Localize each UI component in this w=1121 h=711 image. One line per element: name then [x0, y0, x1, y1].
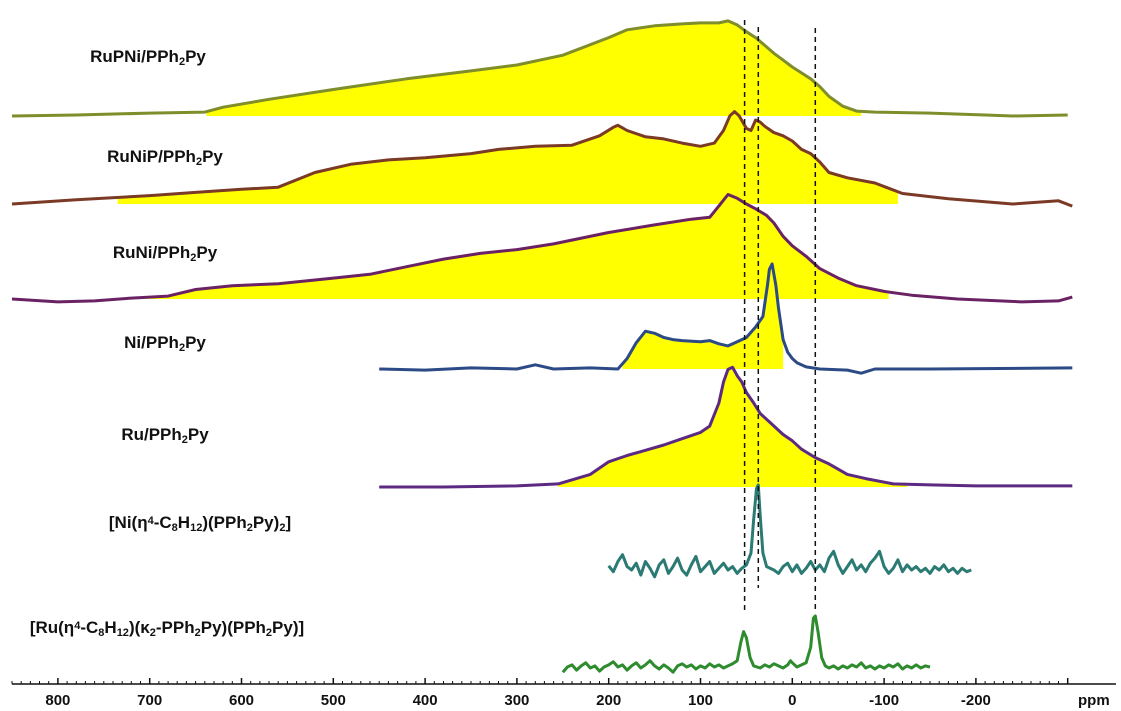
x-axis-label: ppm	[1078, 692, 1110, 709]
fill-layer	[117, 20, 908, 487]
series-label: RuPNi/PPh2Py	[90, 47, 206, 68]
x-tick-label: 700	[137, 692, 162, 709]
series-fill-area	[135, 194, 889, 299]
series-labels: RuPNi/PPh2Py RuNiP/PPh2Py RuNi/PPh2Py Ni/PP…	[30, 47, 304, 639]
series-fill-area	[117, 111, 898, 204]
line-layer	[11, 19, 1073, 674]
x-tick-label: 100	[688, 692, 713, 709]
series-label: [Ru(η4-C8H12)(κ2-PPh2Py)(PPh2Py)]	[30, 618, 304, 639]
series-label: Ni/PPh2Py	[124, 333, 206, 354]
x-tick-label: 800	[45, 692, 70, 709]
series-line	[11, 193, 1073, 304]
x-tick-label: -100	[869, 692, 899, 709]
x-tick-label: 500	[321, 692, 346, 709]
series-label: RuNiP/PPh2Py	[107, 147, 223, 168]
x-tick-label: 600	[229, 692, 254, 709]
series-label: Ru/PPh2Py	[121, 425, 209, 446]
series-label: RuNi/PPh2Py	[113, 243, 218, 264]
series-line	[379, 262, 1073, 375]
x-tick-label: 0	[788, 692, 796, 709]
series-line	[11, 110, 1073, 208]
reference-lines	[743, 20, 817, 612]
series-label: [Ni(η4-C8H12)(PPh2Py)2]	[109, 513, 291, 534]
series-line	[607, 483, 972, 579]
x-tick-label: 400	[413, 692, 438, 709]
series-fill-area	[558, 367, 908, 487]
series-line	[561, 614, 931, 674]
series-fill-area	[206, 20, 862, 116]
x-axis: ppm 800 700 600 500 400 300 200 100 0 -100 -200	[11, 678, 1116, 709]
series-line	[379, 365, 1073, 489]
series-line	[11, 19, 1068, 118]
x-tick-label: 300	[504, 692, 529, 709]
series-fill-area	[622, 264, 784, 369]
x-tick-label: -200	[961, 692, 991, 709]
x-tick-label: 200	[596, 692, 621, 709]
